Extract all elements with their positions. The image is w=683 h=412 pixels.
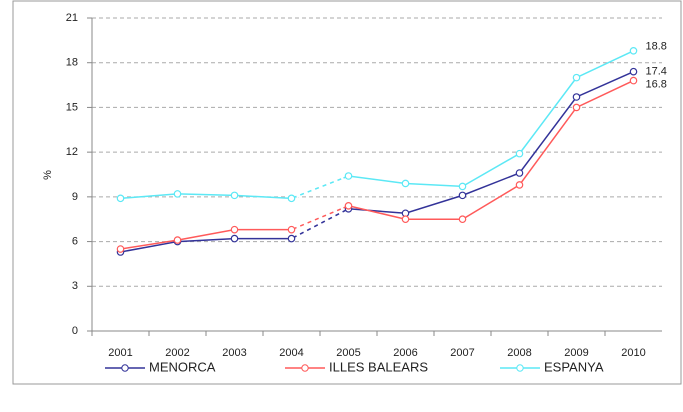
legend-label: MENORCA	[149, 359, 216, 374]
y-tick-label: 15	[66, 101, 78, 113]
y-axis-label: %	[42, 170, 54, 180]
point	[572, 73, 581, 82]
data-label: 16.8	[646, 79, 667, 91]
point	[173, 236, 182, 244]
x-tick-label: 2004	[279, 347, 303, 359]
y-tick-label: 12	[66, 146, 78, 158]
y-tick-label: 0	[72, 325, 78, 337]
x-tick-label: 2003	[222, 347, 246, 359]
data-label: 17.4	[646, 66, 667, 78]
y-tick-label: 6	[72, 235, 78, 247]
dash-overlay	[295, 206, 345, 229]
point	[230, 234, 239, 243]
point	[401, 215, 410, 224]
y-tick-label: 3	[72, 280, 78, 292]
point	[572, 93, 581, 101]
point	[116, 194, 125, 203]
point	[287, 225, 296, 234]
dash-overlay	[295, 176, 345, 198]
point	[458, 215, 467, 224]
x-tick-label: 2008	[507, 347, 531, 359]
legend-label: ILLES BALEARS	[329, 359, 428, 374]
legend-marker	[301, 364, 309, 372]
point	[287, 234, 296, 243]
line	[120, 70, 634, 253]
point	[629, 67, 638, 76]
y-tick-label: 18	[66, 57, 78, 69]
x-tick-label: 2002	[165, 347, 189, 359]
point	[572, 103, 581, 112]
point	[344, 202, 353, 210]
y-tick-label: 21	[66, 12, 78, 24]
point	[230, 225, 239, 234]
point	[458, 182, 467, 191]
point	[287, 194, 296, 203]
y-tick-label: 9	[72, 191, 78, 203]
point	[116, 245, 125, 253]
point	[629, 46, 638, 55]
data-label: 18.8	[646, 41, 667, 53]
point	[458, 191, 467, 200]
x-tick-label: 2005	[336, 347, 360, 359]
legend-label: ESPANYA	[544, 359, 604, 374]
point	[230, 191, 239, 200]
x-tick-label: 2006	[393, 347, 417, 359]
line	[120, 79, 634, 250]
legend-marker	[516, 364, 524, 372]
x-tick-label: 2009	[564, 347, 588, 359]
point	[515, 169, 524, 177]
point	[515, 181, 524, 189]
point	[401, 179, 410, 188]
point	[344, 172, 353, 180]
legend-marker	[121, 364, 129, 372]
x-tick-label: 2010	[621, 347, 645, 359]
chart-frame	[12, 0, 682, 385]
x-tick-label: 2007	[450, 347, 474, 359]
point	[173, 190, 182, 198]
line	[120, 50, 634, 200]
dash-overlay	[295, 210, 345, 238]
x-tick-label: 2001	[108, 347, 132, 359]
point	[629, 76, 638, 85]
point	[515, 149, 524, 158]
